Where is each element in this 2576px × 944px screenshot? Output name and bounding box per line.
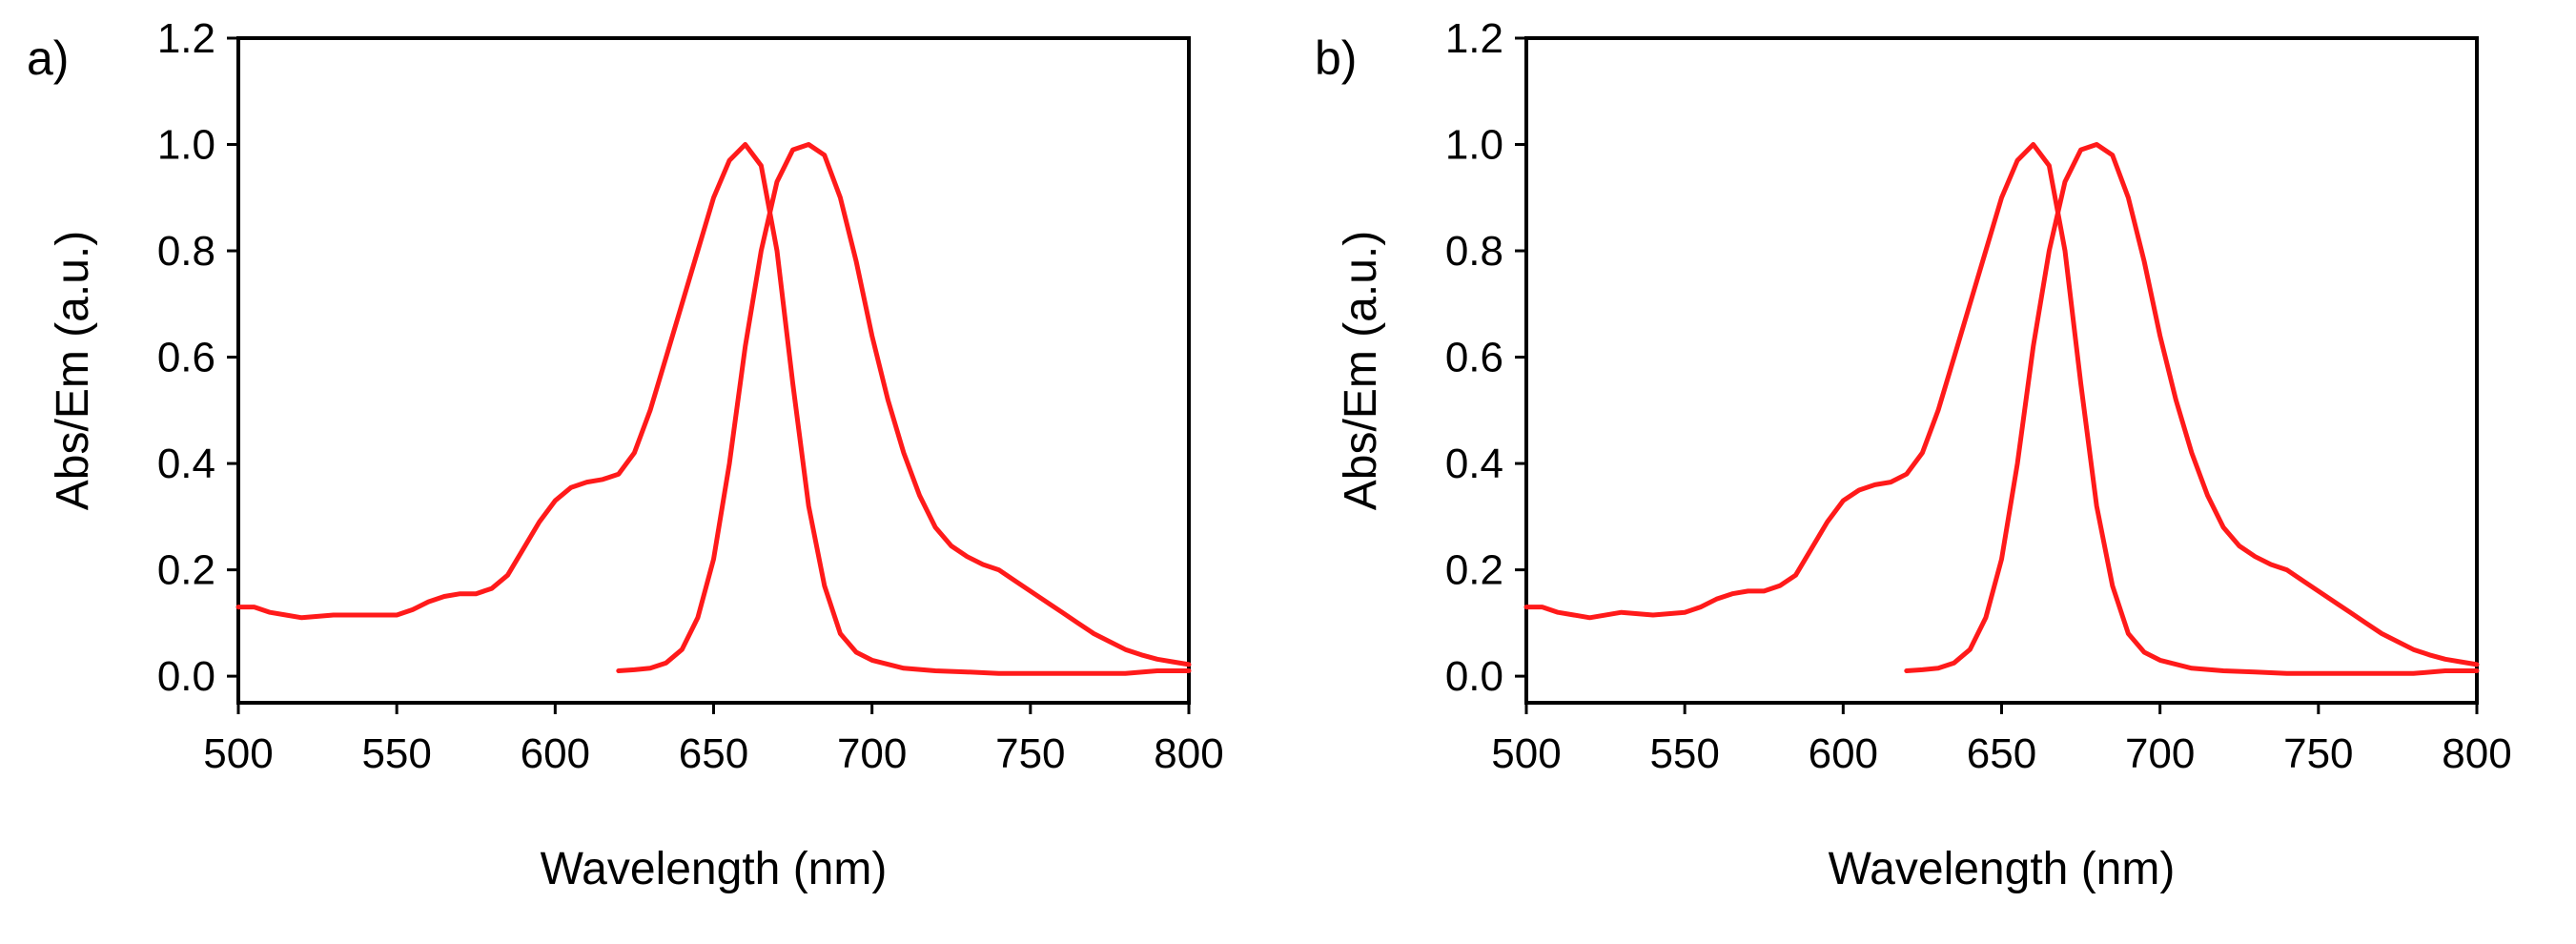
y-tick-label: 0.2 — [1445, 547, 1503, 594]
y-tick-label: 1.2 — [157, 15, 215, 62]
x-tick-label: 650 — [1967, 730, 2036, 777]
y-tick-label: 1.0 — [157, 122, 215, 169]
x-tick-label: 600 — [521, 730, 590, 777]
x-tick-label: 500 — [1491, 730, 1561, 777]
series-line-emission — [1904, 142, 2480, 673]
y-tick-label: 0.8 — [1445, 228, 1503, 275]
y-tick-label: 0.6 — [1445, 335, 1503, 381]
y-tick-label: 0.0 — [157, 653, 215, 700]
x-tick-label: 550 — [1649, 730, 1719, 777]
x-tick-label: 750 — [2283, 730, 2353, 777]
series-line-emission — [616, 142, 1192, 673]
x-tick-label: 600 — [1809, 730, 1878, 777]
chart-panel-b: 0.0 0.2 0.4 0.6 0.8 1.0 1.2 500 550 600 650 700 750 8… — [1288, 0, 2576, 944]
chart-a-svg: 0.0 0.2 0.4 0.6 0.8 1.0 1.2 500 550 600 650 700 750 8… — [27, 15, 1224, 894]
y-axis-title: Abs/Em (a.u.) — [48, 231, 98, 510]
y-tick-label: 0.8 — [157, 228, 215, 275]
x-axis-title: Wavelength (nm) — [541, 844, 888, 894]
x-tick-label: 750 — [995, 730, 1065, 777]
y-tick-label: 1.0 — [1445, 122, 1503, 169]
x-axis-title: Wavelength (nm) — [1829, 844, 2176, 894]
x-tick-label: 650 — [679, 730, 748, 777]
y-tick-label: 0.4 — [1445, 441, 1503, 487]
chart-panel-a: 0.0 0.2 0.4 0.6 0.8 1.0 1.2 500 550 600 650 700 750 8… — [27, 15, 1224, 894]
y-tick-label: 1.2 — [1445, 15, 1503, 62]
x-tick-label: 800 — [1154, 730, 1223, 777]
x-tick-label: 550 — [361, 730, 431, 777]
x-tick-label: 500 — [203, 730, 273, 777]
y-axis-title: Abs/Em (a.u.) — [1336, 231, 1386, 510]
panel-label-a: a) — [27, 31, 69, 85]
chart-b-svg: 0.0 0.2 0.4 0.6 0.8 1.0 1.2 500 550 600 650 700 750 8… — [1315, 15, 2512, 894]
panel-label-b: b) — [1315, 31, 1357, 85]
y-tick-label: 0.0 — [1445, 653, 1503, 700]
y-tick-label: 0.4 — [157, 441, 215, 487]
x-tick-label: 700 — [2125, 730, 2195, 777]
series-line-absorption — [235, 142, 1192, 676]
series-line-absorption — [1523, 142, 2480, 676]
x-tick-label: 700 — [837, 730, 907, 777]
y-tick-label: 0.6 — [157, 335, 215, 381]
y-tick-label: 0.2 — [157, 547, 215, 594]
x-tick-label: 800 — [2442, 730, 2511, 777]
